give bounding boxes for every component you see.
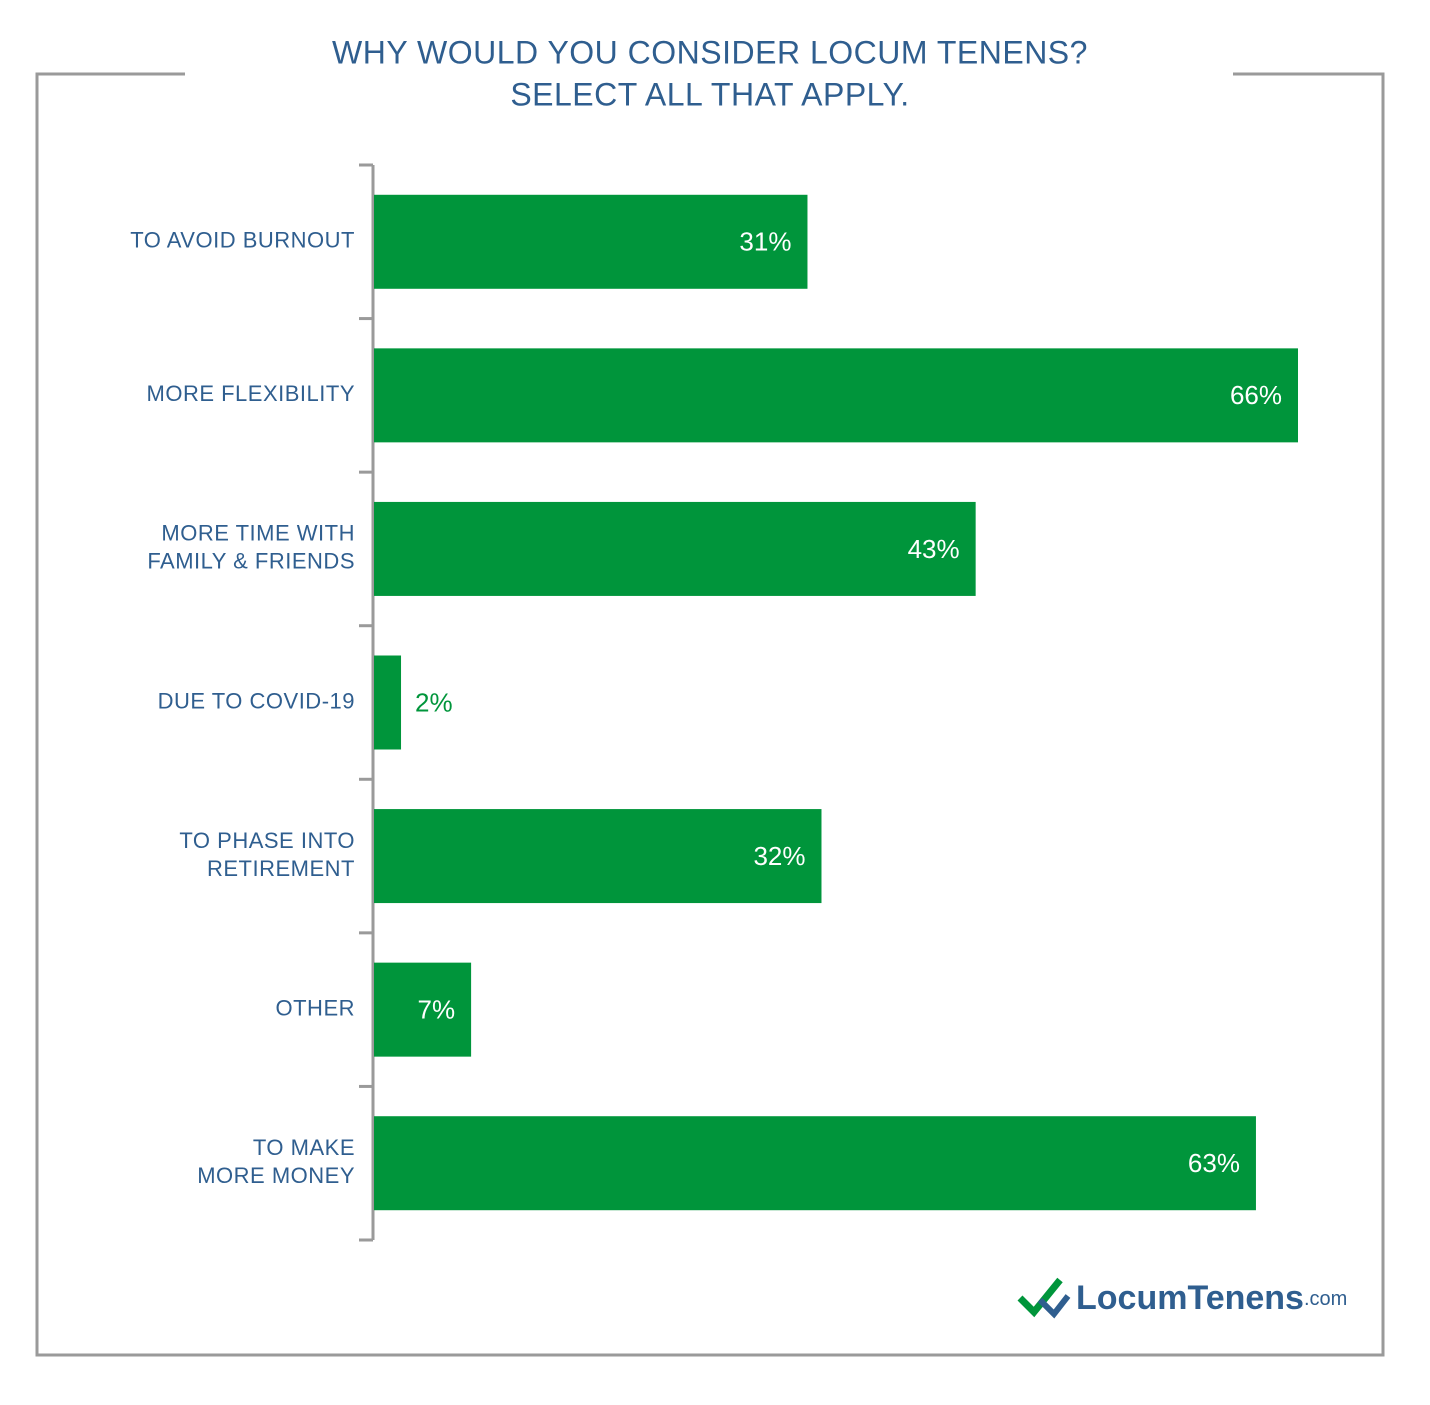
- value-label: 2%: [415, 687, 453, 717]
- bar: [374, 348, 1298, 443]
- category-label: TO AVOID BURNOUT: [130, 228, 355, 253]
- bar: [374, 501, 976, 596]
- category-label: FAMILY & FRIENDS: [147, 549, 355, 574]
- value-label: 7%: [418, 995, 456, 1025]
- logo: LocumTenens.com: [1017, 1277, 1347, 1319]
- frame: [35, 72, 1385, 1357]
- category-label: MORE MONEY: [197, 1163, 355, 1188]
- category-label: RETIREMENT: [207, 856, 355, 881]
- bar: [374, 655, 402, 750]
- value-label: 32%: [753, 841, 805, 871]
- category-label: MORE TIME WITH: [161, 521, 355, 546]
- logo-suffix: .com: [1304, 1288, 1347, 1310]
- logo-check: [1037, 1294, 1071, 1319]
- chart-title: SELECT ALL THAT APPLY.: [510, 76, 909, 112]
- logo-name: LocumTenens: [1076, 1279, 1304, 1317]
- value-label: 31%: [739, 227, 791, 257]
- category-label: MORE FLEXIBILITY: [147, 381, 356, 406]
- value-label: 66%: [1230, 380, 1282, 410]
- bar: [374, 194, 808, 289]
- value-label: 63%: [1188, 1148, 1240, 1178]
- logo-text: LocumTenens.com: [1076, 1279, 1347, 1317]
- value-label: 43%: [908, 534, 960, 564]
- bar: [374, 962, 472, 1057]
- category-label: TO MAKE: [253, 1135, 355, 1160]
- chart-title: WHY WOULD YOU CONSIDER LOCUM TENENS?: [332, 34, 1088, 70]
- frame-border: [35, 72, 1385, 1357]
- category-label: DUE TO COVID-19: [158, 688, 355, 713]
- category-label: OTHER: [276, 995, 356, 1020]
- bar: [374, 1116, 1256, 1211]
- logo-check: [1017, 1277, 1063, 1318]
- category-label: TO PHASE INTO: [179, 828, 355, 853]
- bar: [374, 809, 822, 904]
